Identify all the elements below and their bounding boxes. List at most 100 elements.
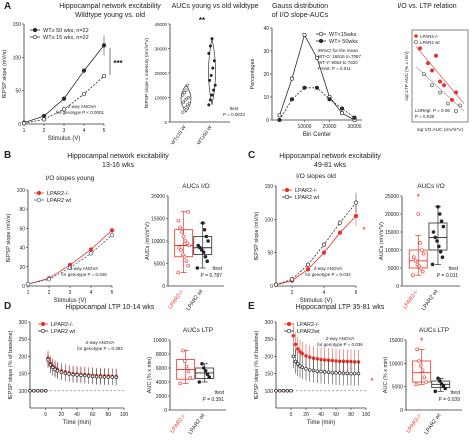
data-point <box>330 370 335 375</box>
x-tick-label: 5 <box>103 128 106 134</box>
data-point <box>308 368 312 372</box>
data-point <box>323 370 327 374</box>
y-axis-label: AUC (% x min) <box>147 357 153 394</box>
x-tick-label: 1 <box>27 290 30 296</box>
violin-point <box>211 66 215 70</box>
plot-frame <box>411 29 469 123</box>
x-tick-label: 60 <box>333 412 339 418</box>
y-tick-label: 150 <box>19 372 28 378</box>
p-value-label: P = 0.391 <box>203 397 225 403</box>
chart-title: AUCs LTP <box>183 327 213 334</box>
y-tick-label: 5000 <box>388 266 399 272</box>
box-point <box>180 230 184 234</box>
panel-subtitle: 49-81 wks <box>314 162 346 169</box>
data-point <box>50 365 55 370</box>
box-point <box>420 269 425 274</box>
x-tick-label: 2 <box>291 290 294 296</box>
significance-star: * <box>416 192 420 202</box>
data-point <box>298 349 302 354</box>
chart-title: I/O slopes young <box>46 175 95 182</box>
x-tick-label: 4 <box>90 290 93 296</box>
y-tick-label: 60 <box>19 226 25 232</box>
y-axis-label: AUCs (mV/s*V) <box>379 222 385 260</box>
data-point <box>98 374 103 379</box>
scatter-point <box>430 68 434 73</box>
category-label: LPAR2-/- <box>170 413 188 435</box>
box-point <box>416 212 421 216</box>
data-point <box>337 230 343 235</box>
significance-star: * <box>420 336 424 346</box>
box-point <box>430 262 435 267</box>
x-tick-label: 100 <box>362 412 371 418</box>
legend-marker <box>36 197 42 203</box>
box <box>412 360 432 383</box>
x-axis-label: Stimulus (V) <box>48 136 81 142</box>
box-point <box>187 243 191 248</box>
x-axis-label: Bin Center <box>303 132 331 138</box>
scatter-point <box>450 97 454 102</box>
legend-label: LPAR2-/- <box>51 322 73 328</box>
data-point <box>289 76 295 81</box>
y-tick-label: 4000 <box>156 380 167 386</box>
category-label: LPAR2 wt <box>424 412 443 436</box>
box-point <box>182 359 187 363</box>
data-point <box>28 389 32 393</box>
scatter-point <box>438 79 442 84</box>
scatter-point <box>446 101 450 106</box>
y-tick-label: 150 <box>265 372 274 378</box>
x-tick-label: 1 <box>23 128 26 134</box>
box-point <box>178 381 183 386</box>
data-point <box>300 365 305 370</box>
y-tick-label: 150 <box>13 22 22 28</box>
scatter-point <box>430 83 434 87</box>
violin-point <box>213 83 217 87</box>
data-point <box>341 371 346 376</box>
data-point <box>25 281 31 287</box>
data-point <box>353 371 357 376</box>
y-tick-label: 100 <box>265 389 274 395</box>
violin-point <box>212 88 216 92</box>
x-tick-label: 20 <box>59 412 65 418</box>
data-point <box>63 371 67 376</box>
y-axis-label: fEPSP slope (mV/s) <box>6 214 12 263</box>
y-tick-label: 6000 <box>156 366 167 372</box>
panel-subtitle: Wildtype young vs. old <box>75 12 145 19</box>
data-point <box>345 371 350 376</box>
box-point <box>438 250 443 254</box>
violin-point <box>212 59 216 63</box>
data-point <box>302 85 307 90</box>
category-label: WT≥50 W <box>196 124 214 146</box>
violin-point <box>184 105 188 109</box>
x-tick-label: 3 <box>63 128 66 134</box>
y-tick-label: 10000 <box>154 96 167 101</box>
y-tick-label: 20000 <box>154 71 167 76</box>
data-point <box>274 389 278 393</box>
scatter-point <box>426 61 430 66</box>
x-tick-label: 40 <box>318 412 324 418</box>
data-point <box>67 265 73 270</box>
violin-point <box>186 95 190 100</box>
legend-marker <box>414 40 418 44</box>
y-tick-label: 2000 <box>156 394 167 400</box>
data-point <box>315 369 320 373</box>
data-point <box>109 228 115 233</box>
y-tick-label: 40 <box>263 26 269 32</box>
box-point <box>207 375 212 379</box>
y-axis-label: fEPSP slope (% of baseline) <box>8 330 14 399</box>
stat-test-label: ttest <box>213 266 223 272</box>
box-point <box>181 348 185 353</box>
y-tick-label: 80 <box>19 207 25 213</box>
x-tick-label: 5 <box>111 290 114 296</box>
panel-letter: E <box>248 301 255 312</box>
legend-label: LPAR2-/- <box>47 191 69 197</box>
legend-marker <box>40 321 46 327</box>
y-tick-label: 100 <box>13 55 22 61</box>
data-point <box>296 347 300 351</box>
x-tick-label: 0 <box>290 412 293 418</box>
legend-marker <box>414 34 418 38</box>
box <box>193 236 213 255</box>
data-point <box>326 370 331 374</box>
box <box>408 249 428 269</box>
box-point <box>439 382 444 386</box>
data-point <box>311 368 316 373</box>
